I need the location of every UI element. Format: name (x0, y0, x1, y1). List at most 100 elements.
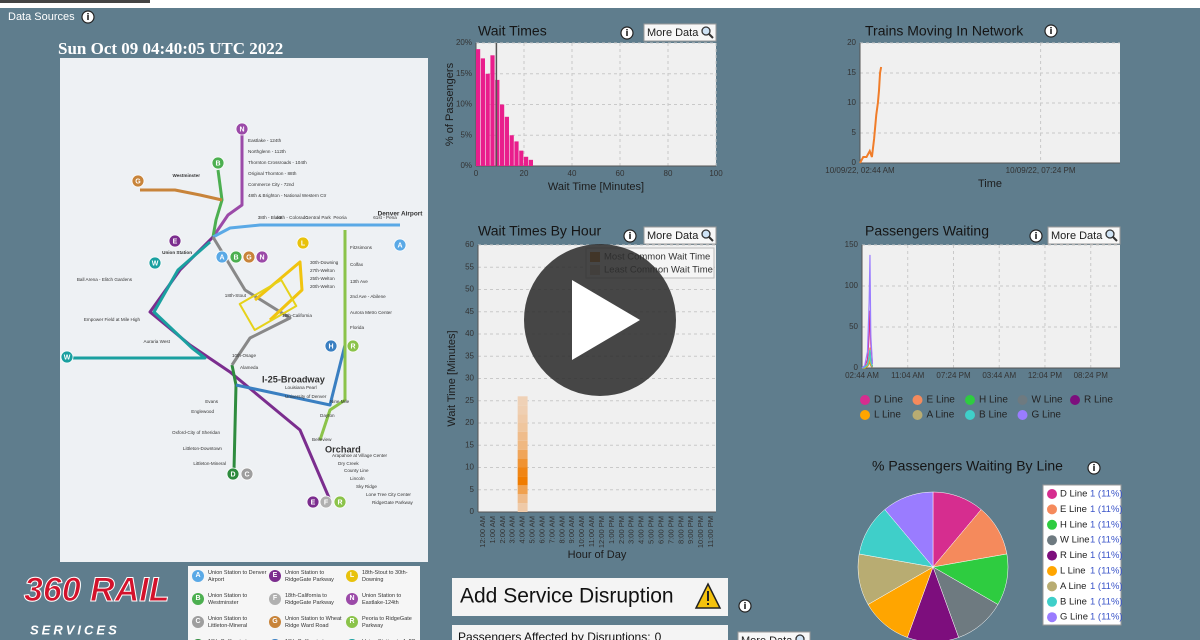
info-dot[interactable] (626, 29, 628, 31)
magnifier-handle[interactable] (708, 33, 714, 39)
heatmap-cell (517, 467, 528, 477)
x-tick-label: 02:44 AM (845, 371, 879, 380)
info-dot[interactable] (744, 602, 746, 604)
legend-label: H Line (1060, 519, 1087, 530)
station-label: 25th-Welton (310, 276, 335, 281)
more-data-label[interactable]: More Data (741, 635, 793, 640)
legend-value: 1 (11%) (1090, 581, 1123, 592)
x-tick-label: 2:00 PM (617, 516, 626, 544)
heatmap-cell (517, 449, 528, 459)
more-data-button[interactable] (1047, 226, 1121, 245)
info-i[interactable] (1093, 466, 1095, 471)
y-tick-label: 15% (456, 69, 472, 78)
info-i[interactable] (87, 15, 89, 20)
line (859, 66, 883, 164)
legend-swatch (1047, 535, 1057, 546)
station-label: Oxford-City of Sheridan (172, 430, 220, 435)
magnifier[interactable] (701, 229, 711, 239)
station-label: 48th & Brighton - National Western Ctr (248, 193, 327, 198)
magnifier[interactable] (795, 634, 805, 640)
line-badge (346, 339, 360, 353)
more-data-button[interactable] (737, 631, 811, 640)
line-badge (242, 250, 256, 264)
map-legend-badge: B (192, 593, 204, 605)
line-badge-letter: B (233, 254, 238, 261)
histogram-bar (500, 104, 505, 166)
x-tick-label: 2:00 AM (498, 516, 507, 544)
y-tick-label: 30 (465, 374, 474, 383)
info-dot[interactable] (87, 13, 89, 15)
more-data-label[interactable]: More Data (1051, 230, 1103, 242)
x-tick-label: 08:24 PM (1074, 371, 1109, 380)
line-badge-letter: C (244, 471, 249, 478)
line-badge (333, 495, 347, 509)
station-label: Commerce City - 72nd (248, 182, 294, 187)
info-dot[interactable] (1035, 232, 1037, 234)
info-icon[interactable] (1044, 24, 1058, 38)
heatmap-cell (517, 494, 528, 504)
more-data-button[interactable] (643, 226, 717, 245)
info-icon[interactable] (738, 599, 752, 613)
legend-label: A Line (1060, 581, 1086, 592)
line-g (140, 188, 223, 202)
x-tick-label: 6:00 PM (656, 516, 665, 544)
legend-label: B Line (1060, 596, 1087, 607)
disruption-button[interactable] (452, 578, 728, 616)
legend-label: L Line (1060, 566, 1086, 577)
magnifier-handle[interactable] (1112, 236, 1118, 242)
info-icon[interactable] (623, 229, 637, 243)
info-dot[interactable] (1050, 27, 1052, 29)
line-h (235, 344, 347, 407)
info-icon[interactable] (1087, 461, 1101, 475)
y-axis-label: Wait Time [Minutes] (446, 330, 458, 426)
info-icon[interactable] (81, 10, 95, 24)
info-i[interactable] (744, 604, 746, 609)
map-legend-text: 18th-California to RidgeGate Parkway (285, 593, 334, 606)
legend-value: 1 (11%) (1090, 504, 1123, 515)
more-data-label[interactable]: More Data (647, 230, 699, 242)
chart-title: Passengers Waiting (865, 223, 989, 239)
y-tick-label: 0 (470, 507, 475, 516)
x-axis-label: Time (978, 178, 1002, 190)
legend-label: R Line (1060, 550, 1087, 561)
x-tick-label: 7:00 PM (666, 516, 675, 544)
y-tick-label: 40 (465, 329, 474, 338)
line-badge-letter: W (64, 354, 71, 361)
station-label: Northglenn - 112th (248, 149, 286, 154)
more-data-label[interactable]: More Data (647, 27, 699, 39)
map-legend-badge: L (346, 570, 358, 582)
info-icon[interactable] (1029, 229, 1043, 243)
magnifier-handle[interactable] (708, 236, 714, 242)
y-tick-label: 15 (465, 440, 474, 449)
legend-value: 1 (11%) (1090, 535, 1123, 546)
line-badge (168, 234, 182, 248)
info-dot[interactable] (1093, 464, 1095, 466)
heatmap-cell (517, 414, 528, 423)
line-badge (306, 495, 320, 509)
line-badge-letter: W (152, 260, 159, 267)
info-icon[interactable] (620, 26, 634, 40)
x-tick-label: 40 (568, 169, 577, 178)
legend-label: E Line (927, 395, 956, 406)
magnifier[interactable] (1105, 229, 1115, 239)
play-triangle[interactable] (572, 280, 640, 360)
magnifier[interactable] (701, 26, 711, 36)
info-i[interactable] (629, 234, 631, 239)
histogram-bar (528, 159, 533, 166)
plot-area (862, 245, 1120, 368)
top-bar (0, 0, 1200, 8)
histogram-bar (519, 150, 524, 166)
info-i[interactable] (1050, 29, 1052, 34)
data-sources[interactable]: Data Sources (8, 11, 75, 23)
line-badge-letter: L (301, 240, 306, 247)
disruption-title[interactable]: Add Service Disruption (460, 585, 674, 608)
info-i[interactable] (626, 31, 628, 36)
info-dot[interactable] (629, 232, 631, 234)
more-data-button[interactable] (643, 23, 717, 42)
station-label: Orchard (325, 444, 361, 454)
info-i[interactable] (1035, 234, 1037, 239)
histogram-bar (490, 55, 495, 166)
disruption-panel: Add Service Disruption Passengers Affect… (452, 578, 728, 640)
logo-bottom: SERVICES (30, 622, 120, 637)
